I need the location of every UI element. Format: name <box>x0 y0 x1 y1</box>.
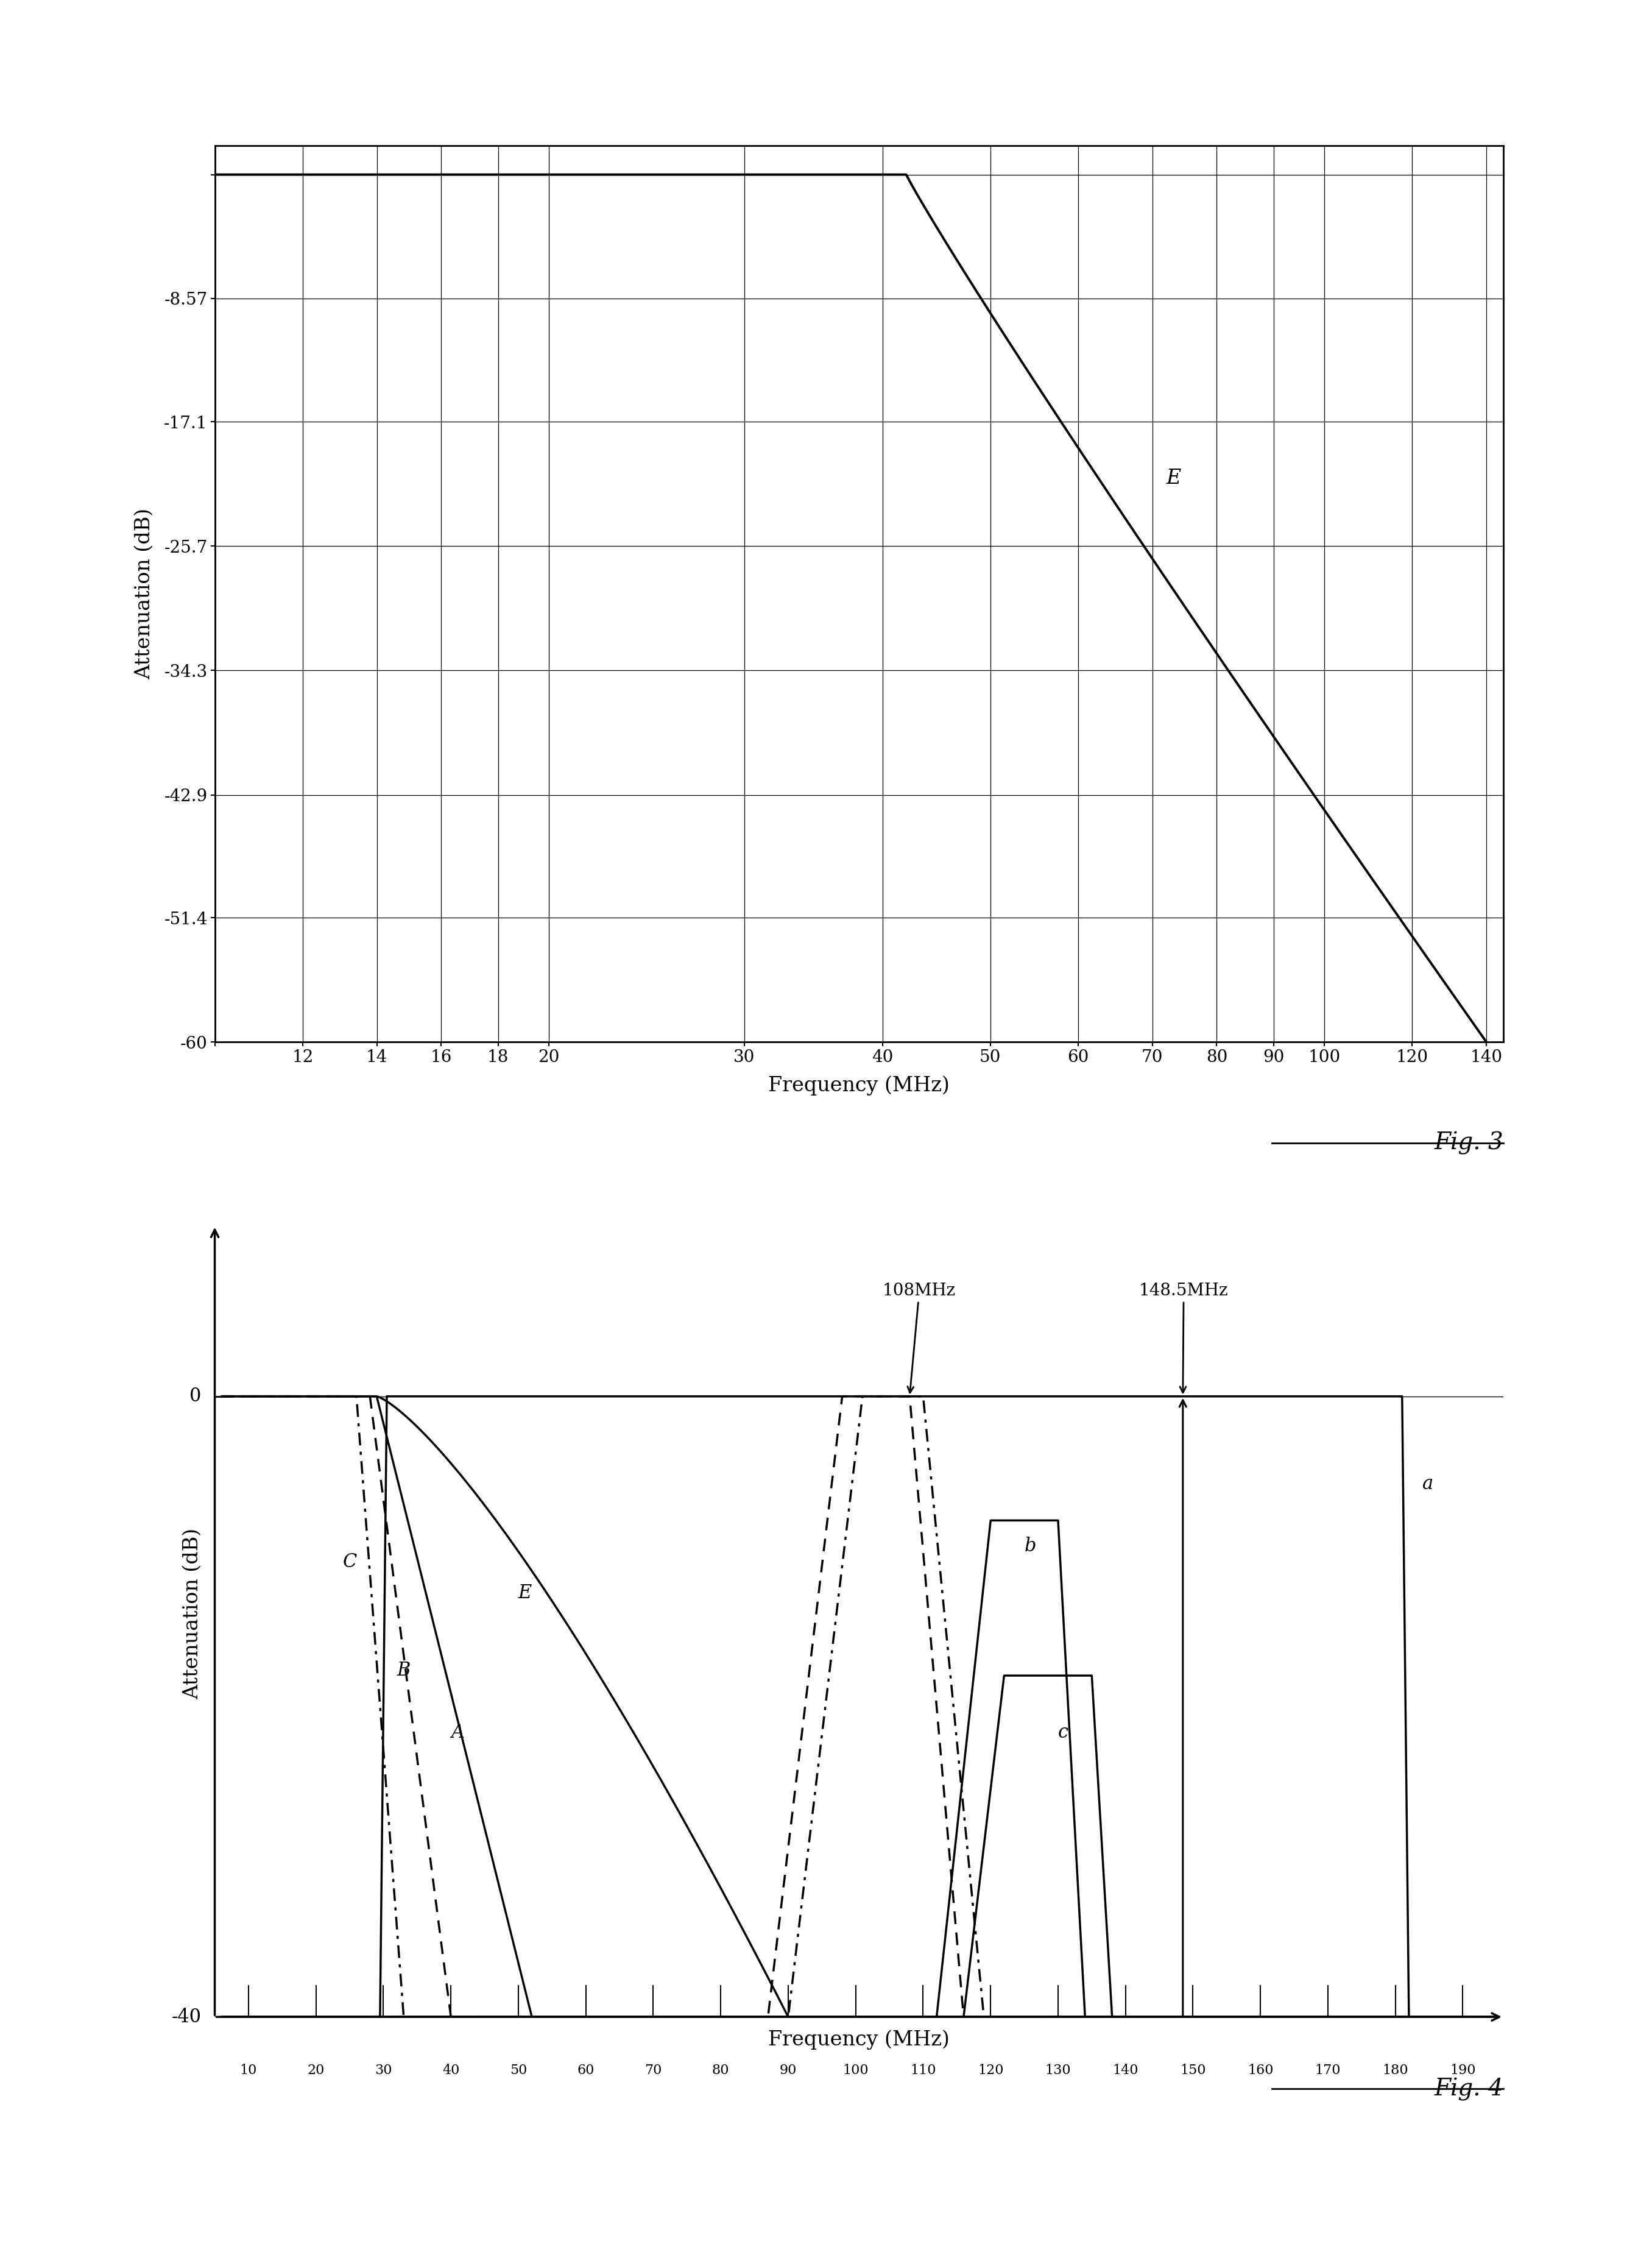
Text: 60: 60 <box>577 2064 595 2077</box>
Text: 150: 150 <box>1180 2064 1206 2077</box>
Text: 100: 100 <box>843 2064 869 2077</box>
Text: Fig. 4: Fig. 4 <box>1434 2077 1503 2100</box>
Text: 120: 120 <box>978 2064 1003 2077</box>
Text: 70: 70 <box>644 2064 662 2077</box>
Text: 160: 160 <box>1247 2064 1274 2077</box>
Text: 170: 170 <box>1315 2064 1341 2077</box>
Text: 148.5MHz: 148.5MHz <box>1138 1282 1229 1392</box>
Text: c: c <box>1057 1723 1069 1741</box>
Text: E: E <box>519 1584 532 1602</box>
Text: 0: 0 <box>190 1387 202 1405</box>
Text: 20: 20 <box>307 2064 324 2077</box>
Text: 110: 110 <box>910 2064 937 2077</box>
Text: 40: 40 <box>443 2064 459 2077</box>
Text: 30: 30 <box>375 2064 392 2077</box>
Text: A: A <box>451 1723 464 1741</box>
Text: 108MHz: 108MHz <box>882 1282 957 1392</box>
X-axis label: Frequency (MHz): Frequency (MHz) <box>768 1076 950 1096</box>
Text: E: E <box>1166 468 1181 489</box>
Text: a: a <box>1422 1475 1434 1495</box>
Text: 10: 10 <box>240 2064 258 2077</box>
Text: 190: 190 <box>1450 2064 1475 2077</box>
Text: b: b <box>1024 1537 1036 1555</box>
Text: Fig. 3: Fig. 3 <box>1434 1132 1503 1154</box>
X-axis label: Frequency (MHz): Frequency (MHz) <box>768 2030 950 2051</box>
Text: 140: 140 <box>1112 2064 1138 2077</box>
Y-axis label: Attenuation (dB): Attenuation (dB) <box>134 509 154 679</box>
Text: 50: 50 <box>510 2064 527 2077</box>
Text: -40: -40 <box>172 2008 202 2026</box>
Text: B: B <box>396 1661 411 1681</box>
Text: C: C <box>344 1553 357 1571</box>
Text: 180: 180 <box>1383 2064 1409 2077</box>
Text: 80: 80 <box>712 2064 730 2077</box>
Y-axis label: Attenuation (dB): Attenuation (dB) <box>183 1528 202 1699</box>
Text: 90: 90 <box>780 2064 796 2077</box>
Text: 130: 130 <box>1046 2064 1070 2077</box>
